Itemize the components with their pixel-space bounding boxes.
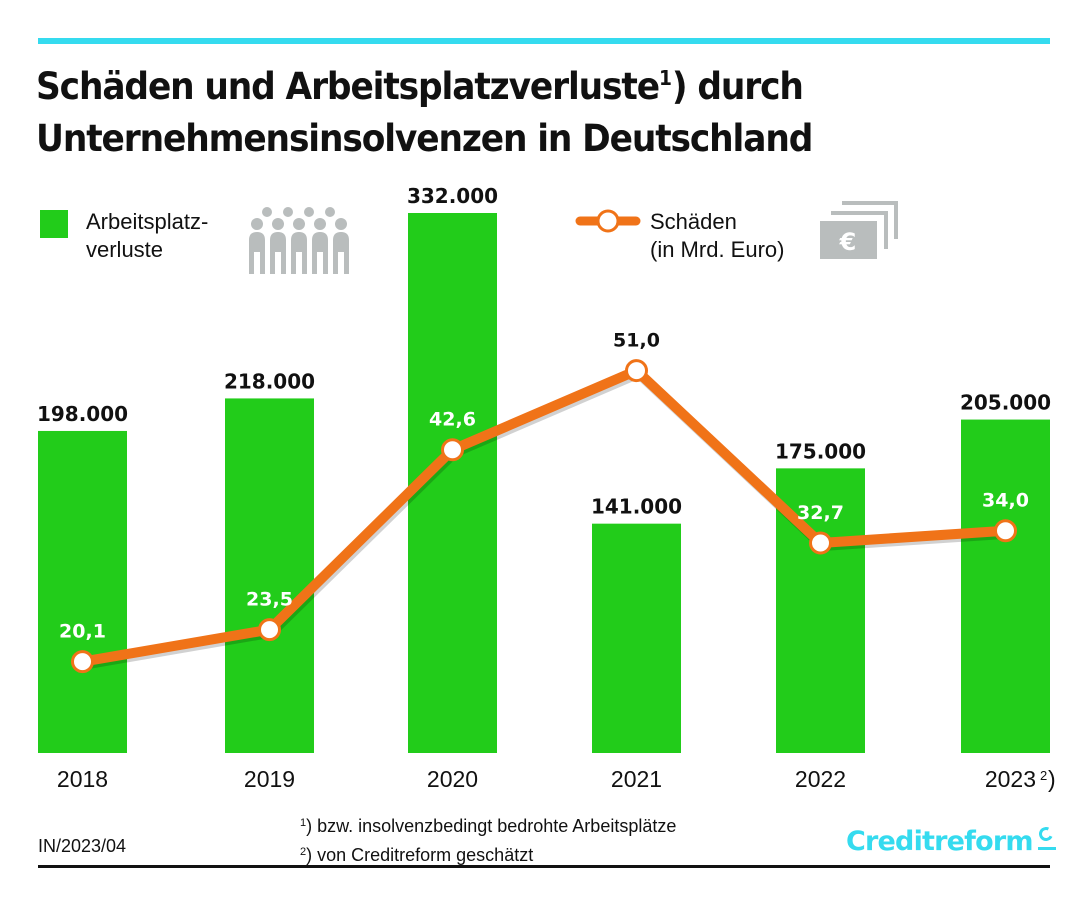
- people-icon-head: [251, 218, 263, 230]
- x-tick-label-2021: 2021: [611, 766, 662, 792]
- legend-line-swatch: [575, 209, 641, 233]
- footnotes: 1) bzw. insolvenzbedingt bedrohte Arbeit…: [300, 810, 676, 868]
- line-point-2022: [809, 531, 832, 555]
- title-footnote-mark: 1: [658, 66, 672, 90]
- bar-series: [38, 213, 1050, 753]
- footnote-2-text: ) von Creditreform geschätzt: [306, 845, 534, 865]
- footnote-1-text: ) bzw. insolvenzbedingt bedrohte Arbeits…: [306, 816, 677, 836]
- line-path: [81, 365, 1006, 667]
- creditreform-logo: Creditreform: [846, 825, 1057, 857]
- line-value-label-2019: 23,5: [246, 589, 293, 611]
- line-value-label-2023: 34,0: [982, 490, 1029, 512]
- footnote-2-mark: 2: [300, 846, 307, 858]
- bar-value-labels: 198.000 218.000 332.000 141.000 175.000 205.0…: [37, 184, 1051, 519]
- publication-code: IN/2023/04: [38, 836, 127, 856]
- footnote-2: 2) von Creditreform geschätzt: [300, 839, 676, 868]
- people-icon-head: [335, 218, 347, 230]
- people-icon-head: [272, 218, 284, 230]
- title-part: ) durch: [671, 65, 804, 108]
- people-group-icon: [249, 207, 349, 274]
- title-line-2: Unternehmensinsolvenzen in Deutschland: [36, 117, 813, 160]
- line-value-labels: 20,1 23,5 42,6 51,0 32,7 34,0: [59, 330, 1029, 643]
- x-tick-footnote-2023: 2: [1040, 768, 1047, 783]
- footnote-1-mark: 1: [300, 817, 307, 829]
- line-point-2020: [441, 438, 464, 462]
- line-point-2021: [625, 359, 648, 383]
- bar-value-label-2022: 175.000: [775, 439, 866, 463]
- legend-bar-swatch: [40, 210, 68, 238]
- people-icon-body: [249, 232, 265, 274]
- line-series: [71, 359, 1017, 674]
- x-tick-label-2022: 2022: [795, 766, 846, 792]
- people-icon-body: [312, 232, 328, 274]
- line-point-2019: [258, 618, 281, 642]
- bar-value-label-2023: 205.000: [960, 391, 1051, 415]
- line-shadow: [83, 368, 1008, 670]
- footnote-1: 1) bzw. insolvenzbedingt bedrohte Arbeit…: [300, 810, 676, 839]
- euro-banknotes-icon: €: [820, 201, 898, 259]
- bar-value-label-2021: 141.000: [591, 495, 682, 519]
- line-value-label-2020: 42,6: [429, 409, 476, 431]
- title-part: Schäden und Arbeitsplatzverluste: [36, 65, 660, 108]
- legend-line-label-line1: Schäden: [650, 209, 737, 234]
- svg-text:€: €: [839, 228, 857, 256]
- line-point-2018: [71, 650, 94, 674]
- people-icon-head-back: [283, 207, 293, 217]
- x-tick-label-2018: 2018: [57, 766, 108, 792]
- people-icon-head-back: [325, 207, 335, 217]
- creditreform-c-icon: [1036, 825, 1057, 852]
- legend-line-label: Schäden (in Mrd. Euro): [650, 208, 830, 264]
- top-accent-rule: [38, 38, 1050, 44]
- bar-value-label-2018: 198.000: [37, 402, 128, 426]
- legend-bar-label-line2: verluste: [86, 237, 164, 262]
- chart-title: Schäden und Arbeitsplatzverluste1) durch…: [36, 52, 975, 165]
- people-icon-head: [293, 218, 305, 230]
- x-tick-label-2020: 2020: [427, 766, 478, 792]
- bottom-rule: [38, 865, 1050, 868]
- line-value-label-2022: 32,7: [797, 502, 844, 524]
- bar-value-label-2019: 218.000: [224, 369, 315, 393]
- line-value-label-2018: 20,1: [59, 621, 106, 643]
- line-point-2023: [994, 519, 1017, 543]
- line-value-label-2021: 51,0: [613, 330, 660, 352]
- legend-bar-label-line1: Arbeitsplatz-: [86, 209, 209, 234]
- bar-2018: [38, 430, 127, 753]
- people-icon-head-back: [262, 207, 272, 217]
- people-icon-head-back: [304, 207, 314, 217]
- legend-line-label-line2: (in Mrd. Euro): [650, 237, 785, 262]
- bar-2021: [592, 523, 681, 753]
- people-icon-head: [314, 218, 326, 230]
- x-tick-label-2023: 2023: [985, 766, 1036, 792]
- legend-bar-label: Arbeitsplatz- verluste: [86, 208, 246, 264]
- people-icon-body: [270, 232, 286, 274]
- bar-value-label-2020: 332.000: [407, 184, 498, 208]
- people-icon-body: [333, 232, 349, 274]
- bar-2019: [225, 398, 314, 753]
- x-axis-labels: 2018 2019 2020 2021 2022 2023 2): [57, 766, 1056, 792]
- people-icon-body: [291, 232, 307, 274]
- logo-text: Creditreform: [846, 826, 1034, 857]
- x-tick-label-2019: 2019: [244, 766, 295, 792]
- bar-2023: [961, 419, 1050, 753]
- x-tick-footnote-paren-2023: ): [1048, 766, 1056, 792]
